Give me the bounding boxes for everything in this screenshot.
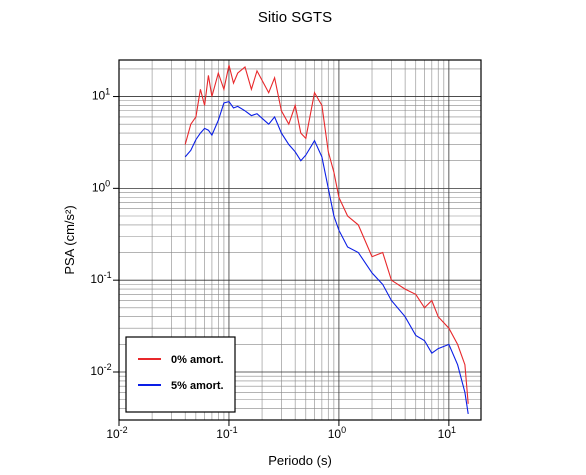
tick-exponent: -2 (120, 425, 128, 435)
y-tick-label: 10-1 (90, 270, 111, 286)
x-axis-label: Periodo (s) (268, 453, 332, 468)
tick-base: 10 (90, 272, 104, 286)
y-axis-label: PSA (cm/s²) (62, 205, 77, 274)
plot-frame (118, 59, 482, 421)
x-tick-label: 100 (328, 425, 346, 441)
y-tick-label: 101 (92, 87, 110, 103)
tick-base: 10 (92, 89, 106, 103)
tick-base: 10 (106, 427, 120, 441)
series-line (184, 64, 469, 404)
x-tick-label: 10-2 (106, 425, 127, 441)
x-tick-label: 10-1 (216, 425, 237, 441)
tick-base: 10 (438, 427, 452, 441)
legend-label: 0% amort. (171, 354, 224, 366)
tick-exponent: 1 (105, 87, 110, 97)
tick-exponent: -1 (104, 270, 112, 280)
legend-label: 5% amort. (171, 380, 224, 392)
chart-title: Sitio SGTS (258, 9, 332, 26)
tick-exponent: 0 (105, 178, 110, 188)
legend-box (125, 336, 236, 413)
series-line (184, 100, 469, 414)
tick-base: 10 (92, 180, 106, 194)
y-tick-label: 100 (92, 178, 110, 194)
tick-base: 10 (90, 364, 104, 378)
y-tick-label: 10-2 (90, 362, 111, 378)
tick-exponent: -1 (230, 425, 238, 435)
tick-base: 10 (216, 427, 230, 441)
tick-base: 10 (328, 427, 342, 441)
x-tick-label: 101 (438, 425, 456, 441)
tick-exponent: 0 (341, 425, 346, 435)
tick-exponent: 1 (451, 425, 456, 435)
tick-exponent: -2 (104, 362, 112, 372)
